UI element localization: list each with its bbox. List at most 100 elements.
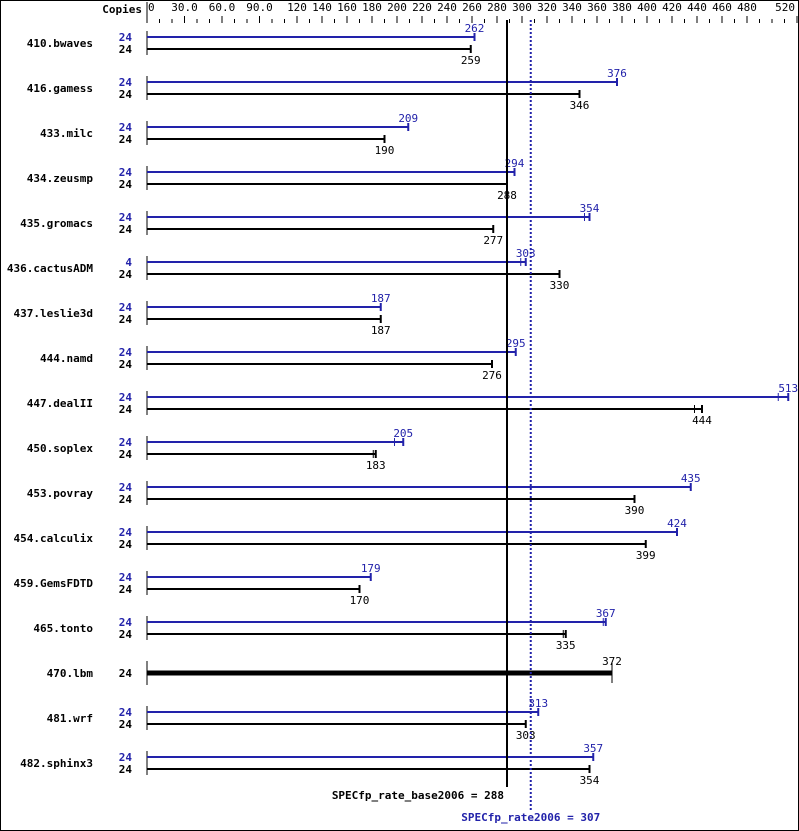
peak-value-label: 179: [361, 562, 381, 575]
benchmark-row: 453.povray 24 435 24 390: [27, 472, 701, 517]
benchmark-name: 447.dealII: [27, 397, 93, 410]
benchmark-rows: 410.bwaves 24 262 24 259 416.gamess 24 376 24 346…: [7, 22, 798, 787]
base-value-label: 390: [625, 504, 645, 517]
peak-copies: 24: [119, 571, 133, 584]
base-value-label: 190: [375, 144, 395, 157]
axis-tick-label: 240: [437, 1, 457, 14]
peak-copies: 24: [119, 31, 133, 44]
axis-tick-label: 180: [362, 1, 382, 14]
benchmark-row: 454.calculix 24 424 24 399: [14, 517, 688, 562]
benchmark-name: 434.zeusmp: [27, 172, 94, 185]
axis-tick-label: 360: [587, 1, 607, 14]
peak-copies: 24: [119, 301, 133, 314]
benchmark-name: 454.calculix: [14, 532, 94, 545]
benchmark-name: 433.milc: [40, 127, 93, 140]
benchmark-name: 481.wrf: [47, 712, 93, 725]
base-copies: 24: [119, 403, 133, 416]
axis-tick-label: 90.0: [246, 1, 273, 14]
benchmark-row: 436.cactusADM 4 303 24 330: [7, 247, 570, 292]
axis-tick-label: 140: [312, 1, 332, 14]
benchmark-row: 447.dealII 24 513 24 444: [27, 382, 798, 427]
base-value-label: 346: [570, 99, 590, 112]
axis-tick-label: 480: [737, 1, 757, 14]
base-copies: 24: [119, 448, 133, 461]
benchmark-name: 435.gromacs: [20, 217, 93, 230]
benchmark-row: 481.wrf 24 313 24 303: [47, 697, 549, 742]
benchmark-row: 459.GemsFDTD 24 179 24 170: [14, 562, 381, 607]
base-copies: 24: [119, 493, 133, 506]
benchmark-name: 437.leslie3d: [14, 307, 93, 320]
axis-tick-label: 400: [637, 1, 657, 14]
base-copies: 24: [119, 88, 133, 101]
base-copies: 24: [119, 718, 133, 731]
peak-copies: 24: [119, 211, 133, 224]
axis-tick-label: 380: [612, 1, 632, 14]
base-reference-label: SPECfp_rate_base2006 = 288: [332, 789, 504, 802]
base-value-label: 259: [461, 54, 481, 67]
base-copies: 24: [119, 583, 133, 596]
benchmark-row: 450.soplex 24 205 24 183: [27, 427, 413, 472]
peak-value-label: 303: [516, 247, 536, 260]
copies-header: Copies: [102, 3, 142, 16]
peak-copies: 24: [119, 121, 133, 134]
base-value-label: 170: [350, 594, 370, 607]
axis-tick-label: 60.0: [209, 1, 236, 14]
base-value-label: 187: [371, 324, 391, 337]
base-value-label: 444: [692, 414, 712, 427]
benchmark-row: 416.gamess 24 376 24 346: [27, 67, 627, 112]
benchmark-name: 465.tonto: [33, 622, 93, 635]
peak-value-label: 187: [371, 292, 391, 305]
axis-tick-label: 260: [462, 1, 482, 14]
axis-tick-label: 0: [148, 1, 155, 14]
peak-copies: 24: [119, 166, 133, 179]
benchmark-name: 482.sphinx3: [20, 757, 93, 770]
peak-copies: 24: [119, 391, 133, 404]
benchmark-row: 465.tonto 24 367 24 335: [33, 607, 615, 652]
axis-tick-label: 460: [712, 1, 732, 14]
base-copies: 24: [119, 178, 133, 191]
axis-tick-label: 440: [687, 1, 707, 14]
base-copies: 24: [119, 538, 133, 551]
base-value-label: 399: [636, 549, 656, 562]
peak-value-label: 294: [505, 157, 525, 170]
peak-value-label: 354: [580, 202, 600, 215]
peak-reference-label: SPECfp_rate2006 = 307: [461, 811, 600, 824]
benchmark-row: 435.gromacs 24 354 24 277: [20, 202, 600, 247]
base-value-label: 330: [550, 279, 570, 292]
base-copies: 24: [119, 358, 133, 371]
benchmark-name: 410.bwaves: [27, 37, 93, 50]
benchmark-row: 444.namd 24 295 24 276: [40, 337, 526, 382]
peak-value-label: 295: [506, 337, 526, 350]
peak-copies: 24: [119, 526, 133, 539]
axis-tick-label: 30.0: [171, 1, 198, 14]
peak-value-label: 435: [681, 472, 701, 485]
peak-copies: 24: [119, 751, 133, 764]
peak-copies: 24: [119, 481, 133, 494]
benchmark-row: 482.sphinx3 24 357 24 354: [20, 742, 603, 787]
axis-tick-label: 160: [337, 1, 357, 14]
base-value-label: 183: [366, 459, 386, 472]
benchmark-name: 453.povray: [27, 487, 94, 500]
peak-value-label: 313: [528, 697, 548, 710]
peak-copies: 24: [119, 346, 133, 359]
base-value-label: 372: [602, 655, 622, 668]
axis-tick-label: 120: [287, 1, 307, 14]
benchmark-name: 436.cactusADM: [7, 262, 93, 275]
benchmark-name: 470.lbm: [47, 667, 94, 680]
benchmark-row: 470.lbm 24 372: [47, 655, 622, 685]
benchmark-row: 433.milc 24 209 24 190: [40, 112, 418, 157]
peak-copies: 24: [119, 436, 133, 449]
reference-lines: SPECfp_rate_base2006 = 288 SPECfp_rate200…: [332, 20, 600, 824]
base-copies: 24: [119, 133, 133, 146]
axis-tick-label: 320: [537, 1, 557, 14]
peak-value-label: 376: [607, 67, 627, 80]
benchmark-name: 450.soplex: [27, 442, 94, 455]
axis-tick-label: 300: [512, 1, 532, 14]
axis-tick-label: 280: [487, 1, 507, 14]
benchmark-name: 444.namd: [40, 352, 93, 365]
base-value-label: 354: [580, 774, 600, 787]
base-copies: 24: [119, 628, 133, 641]
axis-tick-label: 420: [662, 1, 682, 14]
